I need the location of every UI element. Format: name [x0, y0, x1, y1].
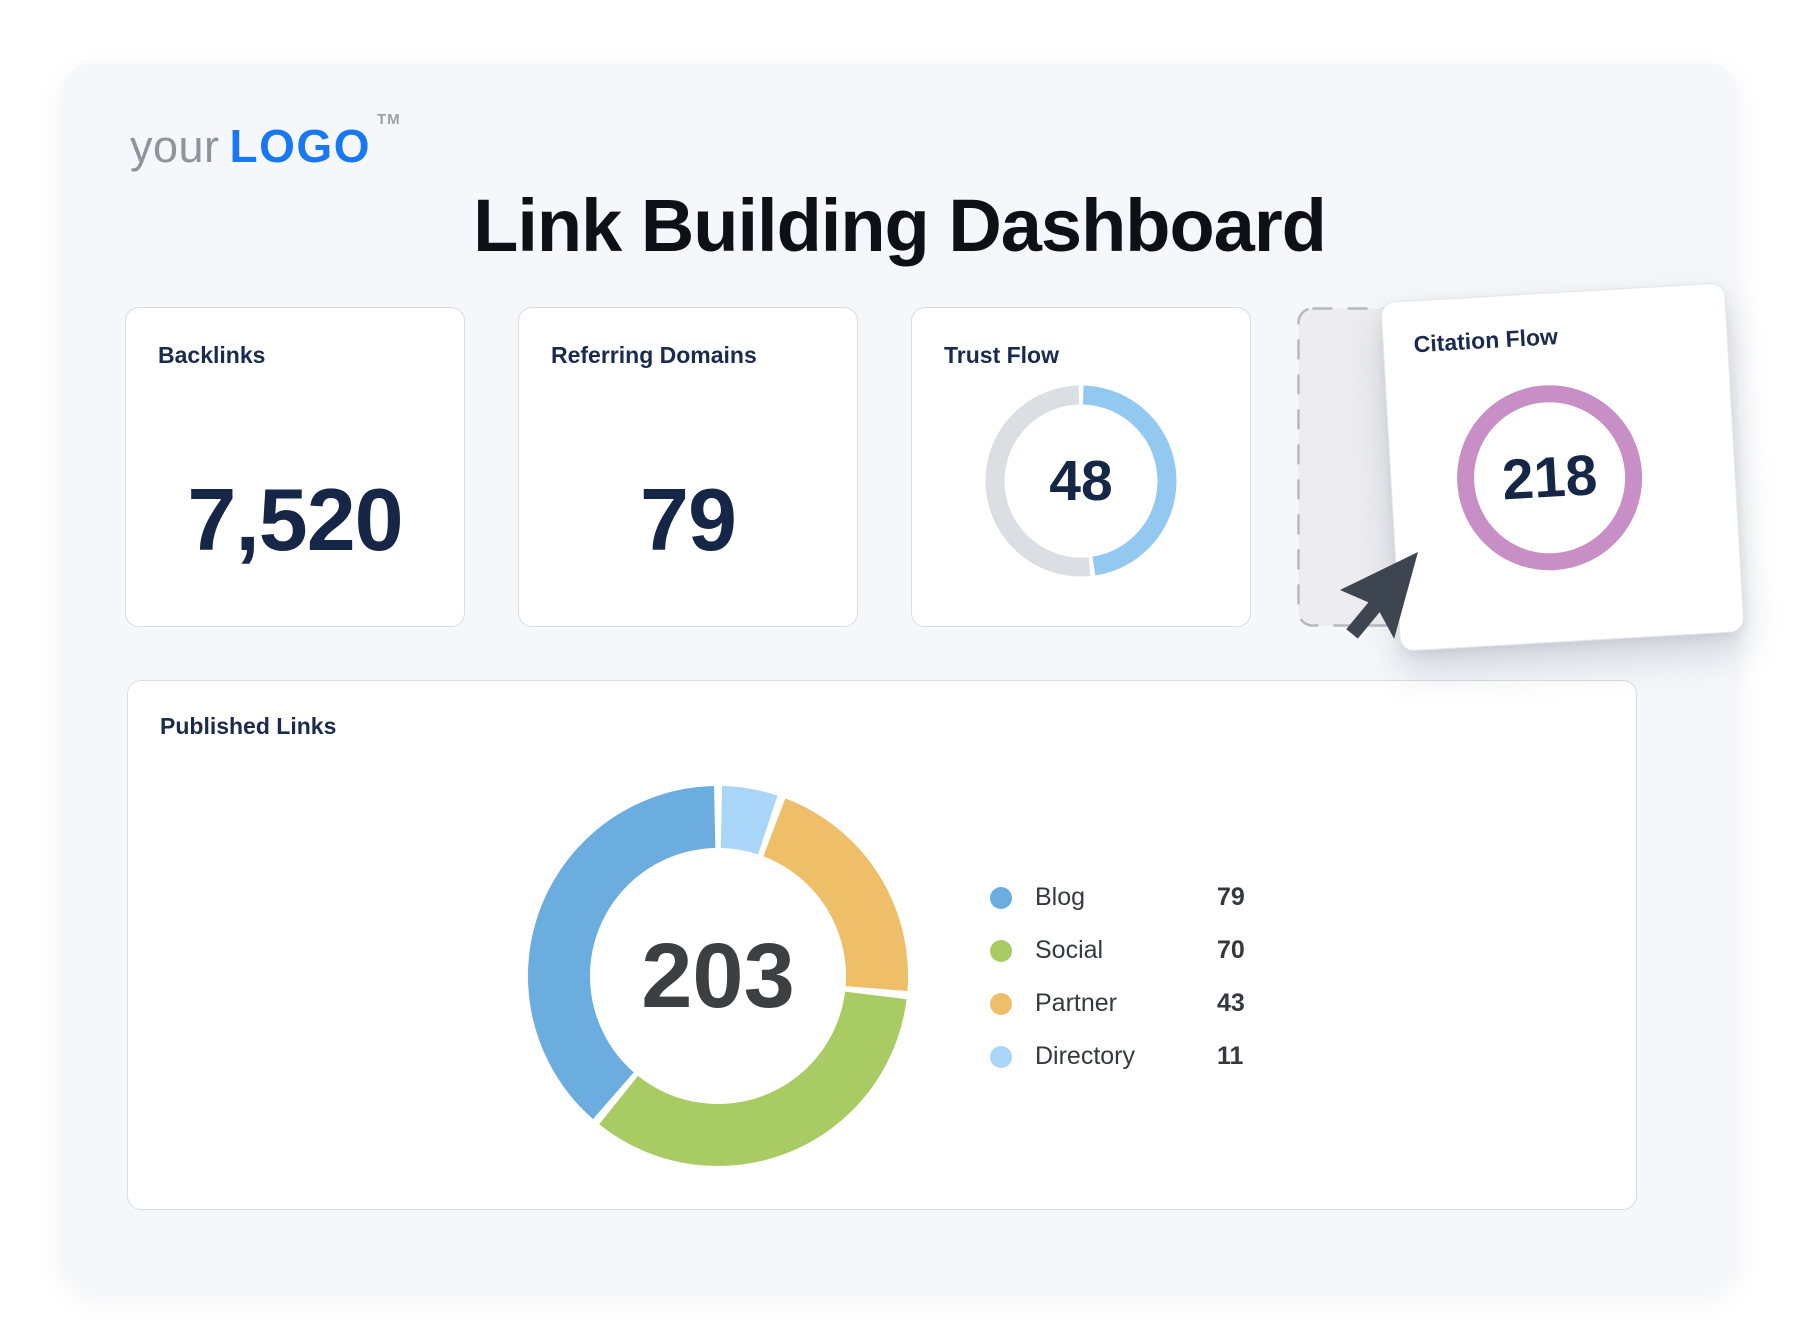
legend-label: Blog	[1035, 883, 1086, 911]
trust-flow-donut	[981, 381, 1181, 586]
published-links-card: Published Links 203 Blog 79 Social 70 Partne…	[127, 680, 1637, 1210]
referring-domains-value: 79	[640, 470, 737, 569]
legend-value: 79	[1217, 883, 1245, 911]
legend-value: 11	[1217, 1042, 1244, 1070]
legend-dot-icon	[990, 886, 1012, 909]
legend-item: Social 70	[990, 924, 1245, 977]
backlinks-value: 7,520	[187, 470, 403, 569]
referring-domains-label: Referring Domains	[551, 342, 757, 368]
logo-name: LOGO	[229, 120, 371, 172]
logo-prefix: your	[130, 121, 220, 172]
backlinks-label: Backlinks	[158, 342, 266, 368]
trust-flow-card: Trust Flow 48	[911, 307, 1251, 627]
published-links-label: Published Links	[160, 713, 337, 739]
published-links-donut	[518, 776, 918, 1181]
legend-value: 43	[1217, 989, 1245, 1017]
legend-value: 70	[1217, 936, 1245, 964]
legend-dot-icon	[990, 992, 1012, 1015]
dashboard-panel: your LOGO TM Link Building Dashboard Backl…	[62, 63, 1745, 1290]
published-links-total: 203	[641, 924, 795, 1027]
backlinks-card: Backlinks 7,520	[125, 307, 465, 627]
brand-logo: your LOGO TM	[130, 111, 401, 173]
citation-flow-value: 218	[1500, 443, 1599, 513]
legend-item: Directory 11	[990, 1030, 1245, 1083]
published-links-chart: 203	[518, 776, 918, 1176]
legend-label: Partner	[1035, 989, 1117, 1017]
trademark-symbol: TM	[377, 111, 401, 128]
citation-flow-label: Citation Flow	[1412, 323, 1559, 358]
citation-flow-ring	[1444, 372, 1655, 588]
referring-domains-card: Referring Domains 79	[518, 307, 858, 627]
legend-dot-icon	[990, 1045, 1012, 1068]
legend-item: Blog 79	[990, 871, 1245, 924]
mouse-cursor-icon	[1339, 552, 1418, 639]
page-title: Link Building Dashboard	[473, 184, 1327, 267]
citation-flow-gauge: 218	[1444, 372, 1655, 583]
published-links-legend: Blog 79 Social 70 Partner 43 Directory 11	[990, 871, 1245, 1083]
legend-dot-icon	[990, 939, 1012, 962]
citation-flow-card[interactable]: Citation Flow 218	[1380, 282, 1745, 652]
trust-flow-value: 48	[1049, 449, 1113, 513]
trust-flow-label: Trust Flow	[944, 342, 1059, 368]
legend-label: Social	[1035, 936, 1104, 964]
legend-label: Directory	[1035, 1042, 1136, 1070]
trust-flow-gauge: 48	[981, 381, 1181, 581]
legend-item: Partner 43	[990, 977, 1245, 1030]
